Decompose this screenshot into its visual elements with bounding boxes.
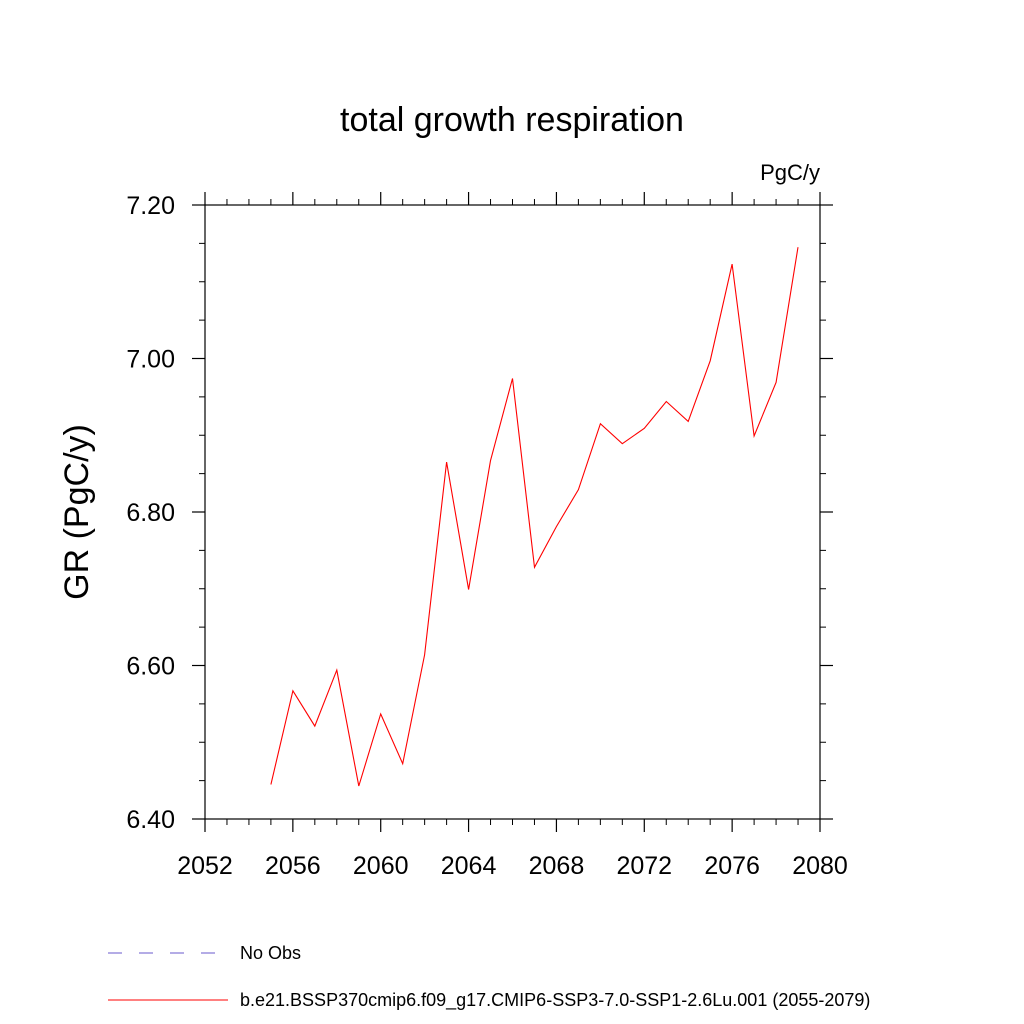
x-tick-label: 2068 [529, 852, 585, 880]
x-tick-label: 2076 [704, 852, 760, 880]
x-tick-labels: 2052 2056 2060 2064 2068 2072 2076 2080 [177, 852, 848, 880]
y-tick-label: 6.60 [126, 653, 175, 681]
legend-label: b.e21.BSSP370cmip6.f09_g17.CMIP6-SSP3-7.… [240, 990, 870, 1011]
units-label: PgC/y [760, 160, 820, 185]
y-tick-label: 7.00 [126, 346, 175, 374]
legend-label: No Obs [240, 943, 301, 963]
x-tick-label: 2064 [441, 852, 497, 880]
y-tick-label: 6.40 [126, 806, 175, 834]
series-line [270, 247, 799, 787]
y-tick-label: 7.20 [126, 192, 175, 220]
y-tick-label: 6.80 [126, 499, 175, 527]
chart-title: total growth respiration [340, 101, 684, 139]
x-tick-label: 2056 [265, 852, 321, 880]
y-tick-labels: 6.40 6.60 6.80 7.00 7.20 [126, 192, 175, 834]
x-tick-label: 2060 [353, 852, 409, 880]
series-layer [270, 247, 799, 787]
y-axis-title: GR (PgC/y) [58, 424, 96, 600]
x-tick-label: 2052 [177, 852, 233, 880]
x-tick-label: 2080 [792, 852, 848, 880]
legend: No Obs b.e21.BSSP370cmip6.f09_g17.CMIP6-S… [108, 943, 870, 1011]
plot-frame [204, 204, 821, 820]
axis-ticks [192, 192, 833, 832]
x-tick-label: 2072 [616, 852, 672, 880]
